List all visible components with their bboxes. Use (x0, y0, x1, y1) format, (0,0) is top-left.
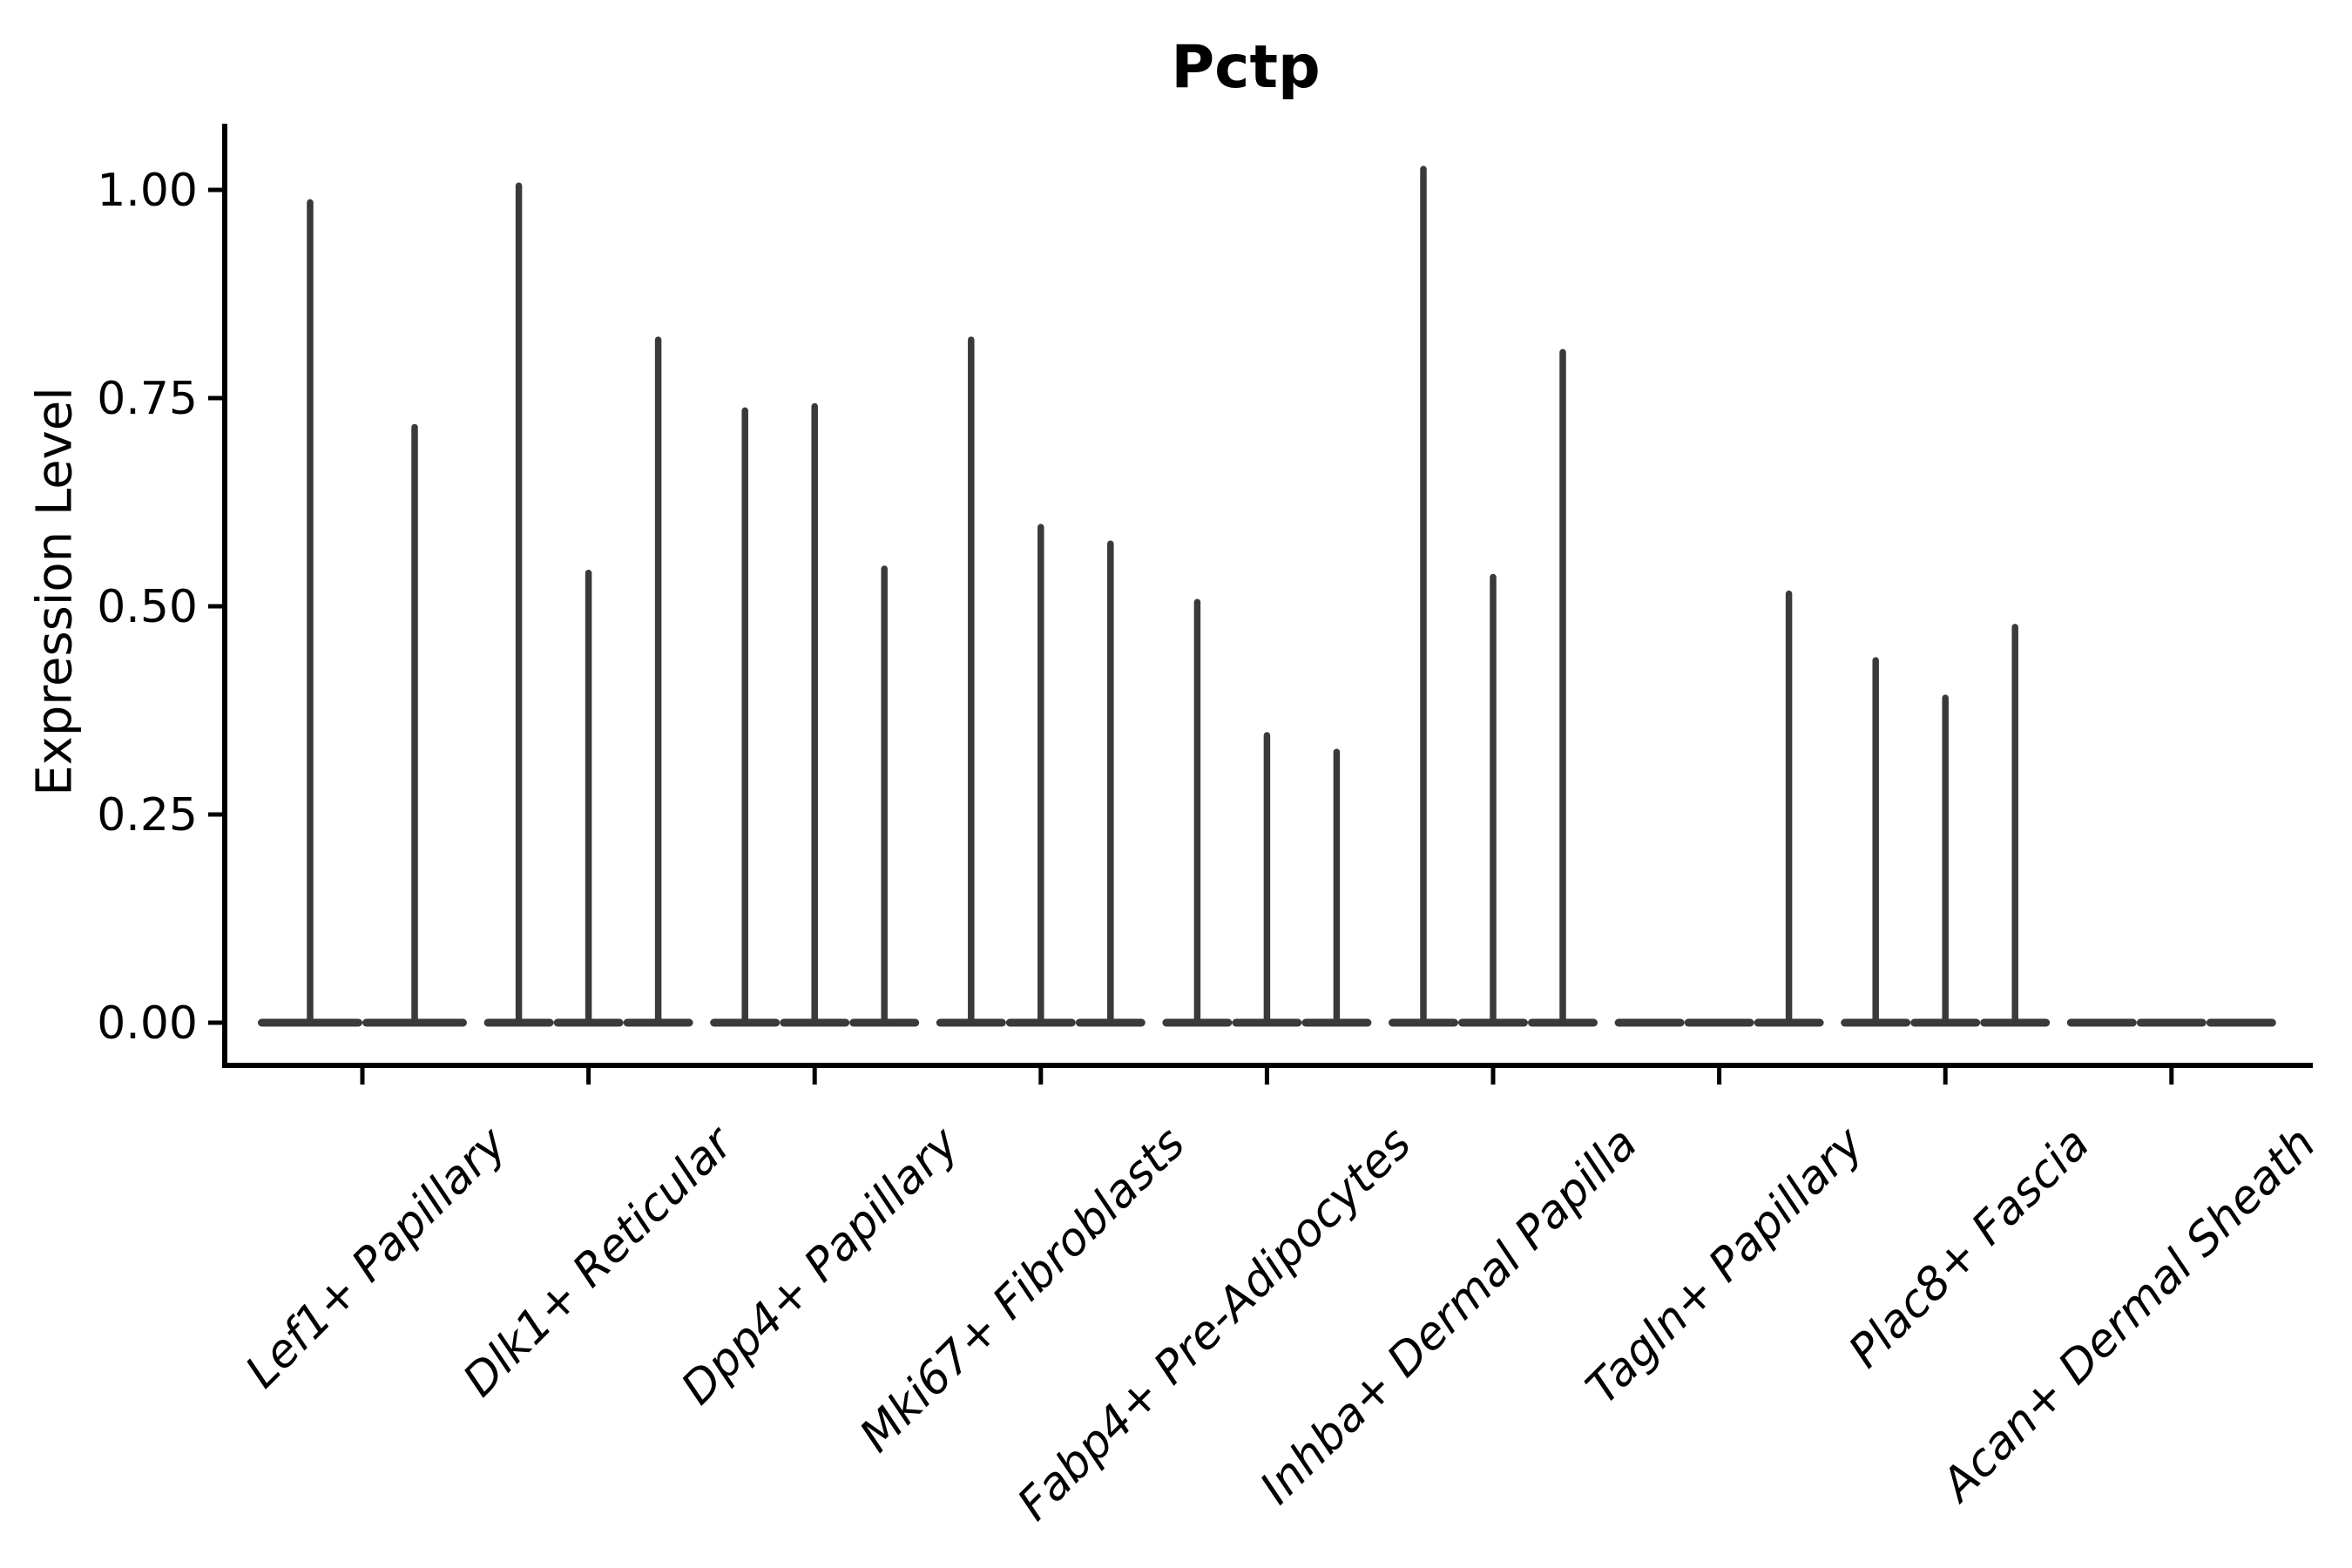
y-tick-label: 1.00 (97, 165, 198, 217)
violin-group-4 (936, 336, 1146, 1027)
violin (1458, 573, 1528, 1027)
violin (780, 402, 850, 1027)
x-tick-label: Fabp4+ Pre-Adipocytes (1008, 1118, 1422, 1531)
violin (2066, 1018, 2137, 1027)
violin (849, 565, 920, 1027)
violin-base (2206, 1018, 2276, 1027)
violin (1389, 166, 1458, 1027)
violin-group-9 (2066, 1018, 2276, 1027)
violin-base (2066, 1018, 2137, 1027)
violin (1528, 348, 1598, 1027)
violin-group-8 (1841, 624, 2051, 1027)
violin (483, 182, 554, 1027)
y-tick-label: 0.00 (97, 997, 198, 1050)
violin (1075, 540, 1146, 1027)
violin-base (1614, 1018, 1685, 1027)
violin (1684, 1018, 1754, 1027)
y-axis-label: Expression Level (26, 387, 84, 796)
violin (1910, 694, 1981, 1027)
violin (1841, 657, 1911, 1027)
violin (1301, 748, 1372, 1027)
y-tick-label: 0.25 (97, 789, 198, 841)
violin (2206, 1018, 2276, 1027)
violin-group-1 (258, 199, 467, 1027)
violin (362, 423, 467, 1027)
violin (1005, 524, 1076, 1027)
x-tick-label: Plac8+ Fascia (1839, 1118, 2099, 1378)
y-axis: 0.00 0.25 0.50 0.75 1.00 (97, 165, 225, 1050)
violin-group-2 (483, 182, 693, 1027)
violin (553, 570, 624, 1027)
y-tick-label: 0.50 (97, 581, 198, 633)
x-tick-label: Inhba+ Dermal Papilla (1250, 1118, 1647, 1515)
violin (1980, 624, 2051, 1027)
y-tick-label: 0.75 (97, 373, 198, 425)
violin-base (1684, 1018, 1754, 1027)
violin (1614, 1018, 1685, 1027)
x-tick-label: Acan+ Dermal Sheath (1930, 1118, 2326, 1513)
violin (1232, 732, 1302, 1027)
violin-group-7 (1614, 590, 1824, 1027)
violin-base (2136, 1018, 2207, 1027)
violin-group-6 (1389, 166, 1598, 1027)
violin (710, 407, 781, 1027)
violin-group-3 (710, 402, 920, 1027)
chart-title: Pctp (1171, 33, 1321, 102)
violin (2136, 1018, 2207, 1027)
violin (1754, 590, 1824, 1027)
violin (258, 199, 362, 1027)
violin-group-5 (1162, 598, 1372, 1027)
violin (936, 336, 1006, 1027)
violin (623, 336, 693, 1027)
violin (1162, 598, 1233, 1027)
